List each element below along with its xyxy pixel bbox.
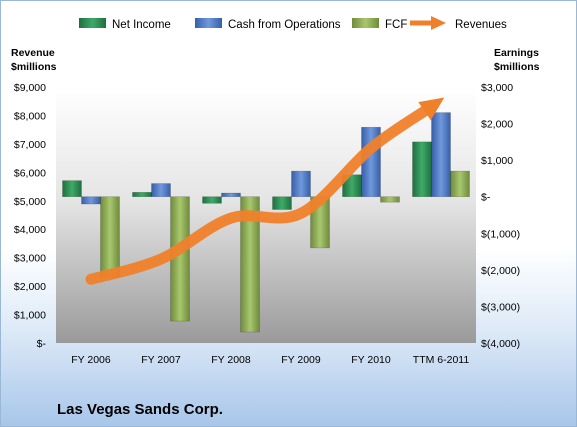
bar-fcf bbox=[240, 196, 260, 333]
bar-cash-from-operations bbox=[291, 170, 311, 198]
legend-item-revenues: Revenues bbox=[410, 16, 507, 31]
x-tick-label: FY 2010 bbox=[351, 354, 391, 366]
bar-marks bbox=[62, 112, 470, 333]
legend-swatch-fcf bbox=[352, 18, 379, 28]
left-tick-label: $8,000 bbox=[14, 110, 46, 122]
left-axis-title-line1: Revenue bbox=[11, 47, 55, 59]
bar-cash-from-operations bbox=[151, 183, 171, 198]
x-tick-label: FY 2009 bbox=[281, 354, 321, 366]
x-tick-label: FY 2006 bbox=[71, 354, 111, 366]
legend: Net Income Cash from Operations FCF Reve… bbox=[79, 16, 507, 31]
left-tick-label: $1,000 bbox=[14, 310, 46, 322]
revenue-line bbox=[85, 104, 432, 285]
x-tick-label: TTM 6-2011 bbox=[413, 354, 470, 366]
right-tick-label: $1,000 bbox=[481, 155, 513, 167]
right-tick-label: $2,000 bbox=[481, 119, 513, 131]
legend-arrowhead-revenues bbox=[431, 16, 446, 30]
right-tick-label: $(3,000) bbox=[481, 301, 520, 313]
bar-fcf bbox=[380, 196, 400, 203]
company-title: Las Vegas Sands Corp. bbox=[57, 401, 223, 418]
bar-fcf bbox=[100, 196, 120, 278]
bar-net-income bbox=[412, 141, 432, 198]
left-tick-label: $5,000 bbox=[14, 196, 46, 208]
bar-cash-from-operations bbox=[221, 192, 241, 198]
legend-label-fcf: FCF bbox=[385, 19, 407, 31]
left-axis-title-line2: $millions bbox=[11, 61, 57, 73]
legend-label-cash-from-operations: Cash from Operations bbox=[228, 19, 341, 31]
bar-net-income bbox=[272, 196, 292, 210]
bar-net-income bbox=[202, 196, 222, 204]
right-tick-label: $3,000 bbox=[481, 82, 513, 94]
right-axis-ticks: $(4,000) $(3,000) $(2,000) $(1,000) $- $1,000… bbox=[481, 82, 520, 350]
bar-net-income bbox=[62, 180, 82, 198]
legend-label-net-income: Net Income bbox=[112, 19, 171, 31]
right-axis-title-line1: Earnings bbox=[494, 47, 539, 59]
left-axis-ticks: $- $1,000 $2,000 $3,000 $4,000 $5,000 $6,000 $7… bbox=[14, 82, 47, 350]
right-tick-label: $(2,000) bbox=[481, 265, 520, 277]
bar-fcf bbox=[450, 170, 470, 198]
revenue-arrowhead bbox=[418, 97, 445, 121]
left-tick-label: $4,000 bbox=[14, 224, 46, 236]
revenue-line-group bbox=[85, 97, 445, 285]
left-tick-label: $2,000 bbox=[14, 281, 46, 293]
legend-swatch-cash-from-operations bbox=[195, 18, 222, 28]
bar-cash-from-operations bbox=[81, 196, 101, 205]
left-tick-label: $- bbox=[37, 338, 47, 350]
bar-cash-from-operations bbox=[431, 112, 451, 198]
legend-item-net-income: Net Income bbox=[79, 18, 171, 31]
legend-item-fcf: FCF bbox=[352, 18, 407, 31]
right-tick-label: $(4,000) bbox=[481, 338, 520, 350]
right-axis-title-line2: $millions bbox=[494, 61, 540, 73]
right-tick-label: $(1,000) bbox=[481, 228, 520, 240]
legend-label-revenues: Revenues bbox=[455, 19, 507, 31]
bar-fcf bbox=[170, 196, 190, 322]
x-axis-labels: FY 2006 FY 2007 FY 2008 FY 2009 FY 2010 TTM 6… bbox=[71, 354, 469, 366]
left-tick-label: $3,000 bbox=[14, 253, 46, 265]
left-tick-label: $9,000 bbox=[14, 82, 46, 94]
bar-net-income bbox=[132, 192, 152, 198]
legend-item-cash-from-operations: Cash from Operations bbox=[195, 18, 341, 31]
x-tick-label: FY 2007 bbox=[141, 354, 181, 366]
x-tick-label: FY 2008 bbox=[211, 354, 251, 366]
legend-swatch-net-income bbox=[79, 18, 106, 28]
left-tick-label: $6,000 bbox=[14, 167, 46, 179]
right-tick-label: $- bbox=[481, 192, 491, 204]
left-tick-label: $7,000 bbox=[14, 139, 46, 151]
